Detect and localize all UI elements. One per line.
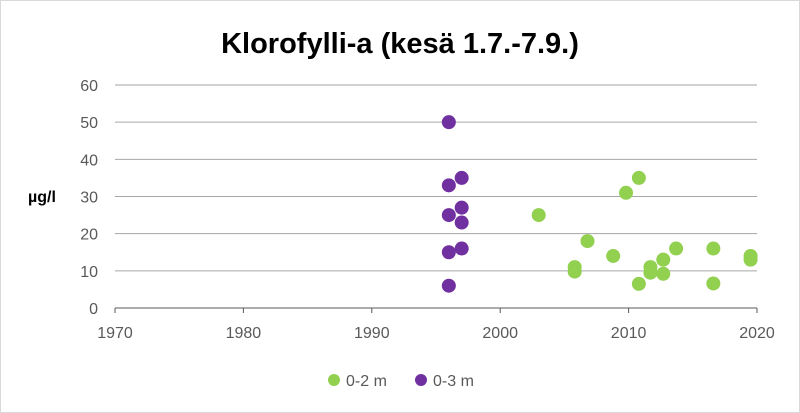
series-0-point: [531, 208, 546, 223]
series-1-point: [454, 170, 469, 185]
x-tick-label: 1990: [354, 325, 390, 342]
legend-marker: [328, 374, 340, 386]
data-points: [441, 115, 758, 293]
y-tick-label: 50: [80, 115, 98, 132]
series-1-point: [441, 178, 456, 193]
series-1-point: [454, 241, 469, 256]
series-1-point: [454, 200, 469, 215]
series-0-point: [706, 241, 721, 256]
series-0-point: [631, 276, 646, 291]
x-tick-label: 1970: [97, 325, 133, 342]
series-0-point: [619, 185, 634, 200]
legend-marker: [415, 374, 427, 386]
x-tick-label: 1980: [226, 325, 262, 342]
y-axis-ticks: 0 10 20 30 40 50 60: [80, 78, 98, 318]
x-axis-ticks: 1970 1980 1990 2000 2010 2020: [97, 308, 775, 342]
series-1-point: [441, 115, 456, 130]
series-1-point: [454, 215, 469, 230]
y-tick-label: 0: [89, 301, 98, 318]
y-tick-label: 40: [80, 152, 98, 169]
legend-label: 0-2 m: [346, 373, 387, 390]
y-tick-label: 60: [80, 78, 98, 95]
series-0-point: [656, 266, 671, 281]
series-1-point: [441, 245, 456, 260]
series-0-point: [631, 170, 646, 185]
series-0-point: [656, 252, 671, 267]
y-tick-label: 20: [80, 227, 98, 244]
series-1-point: [441, 208, 456, 223]
series-0-point: [643, 265, 658, 280]
series-0-point: [567, 264, 582, 279]
gridlines: [115, 84, 757, 272]
y-tick-label: 30: [80, 190, 98, 207]
series-0-point: [669, 241, 684, 256]
series-0-point: [743, 252, 758, 267]
y-tick-label: 10: [80, 264, 98, 281]
x-tick-label: 2010: [611, 325, 647, 342]
y-axis-label: µg/l: [28, 189, 56, 206]
series-1-point: [441, 278, 456, 293]
series-0-point: [706, 276, 721, 291]
x-tick-label: 2000: [482, 325, 518, 342]
series-0-point: [606, 248, 621, 263]
chart-title: Klorofylli-a (kesä 1.7.-7.9.): [221, 28, 579, 60]
series-0-point: [580, 234, 595, 249]
legend-label: 0-3 m: [433, 373, 474, 390]
x-tick-label: 2020: [739, 325, 775, 342]
legend: 0-2 m 0-3 m: [328, 373, 474, 390]
